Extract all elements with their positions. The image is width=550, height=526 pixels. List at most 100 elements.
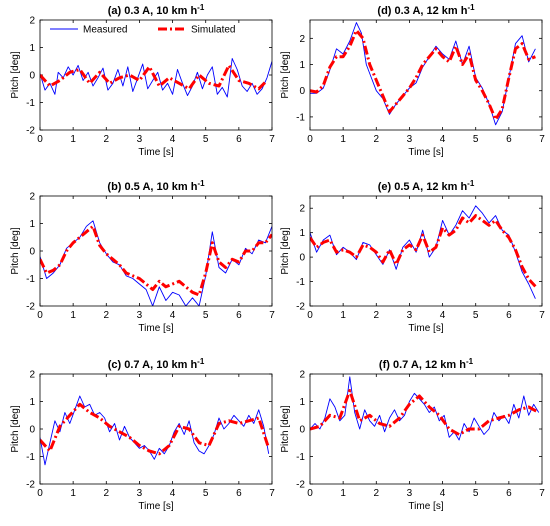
legend-entry-measured: Measured [83, 25, 127, 36]
y-tick-label: 1 [299, 228, 305, 239]
y-tick-label: -2 [296, 302, 305, 313]
x-tick-label: 1 [340, 488, 346, 499]
x-tick-label: 5 [473, 134, 479, 145]
panel-title-superscript: -1 [466, 357, 474, 366]
y-tick-label: -1 [26, 98, 35, 109]
x-tick-label: 1 [70, 134, 76, 145]
x-tick-label: 0 [37, 488, 43, 499]
panel-title-text: (b) 0.5 A, 10 km h [107, 181, 197, 193]
plot-area-frame [39, 195, 273, 307]
x-tick-label: 5 [203, 488, 209, 499]
y-tick-label: 0 [29, 247, 35, 258]
panel-title: (d) 0.3 A, 12 km h-1 [377, 3, 475, 17]
panel-title-text: (e) 0.5 A, 12 km h [378, 181, 468, 193]
x-tick-label: 4 [440, 310, 446, 321]
legend-entry-simulated: Simulated [191, 25, 235, 36]
x-tick-label: 4 [440, 488, 446, 499]
y-axis-label: Pitch [deg] [10, 405, 21, 452]
plot-area-frame [309, 373, 543, 485]
y-tick-label: 0 [299, 86, 305, 97]
panel-title: (b) 0.5 A, 10 km h-1 [107, 179, 205, 193]
x-tick-label: 3 [137, 310, 143, 321]
series-line-measured [40, 395, 270, 466]
x-tick-label: 5 [203, 310, 209, 321]
x-tick-label: 2 [104, 134, 110, 145]
x-tick-label: 2 [104, 310, 110, 321]
x-tick-label: 4 [170, 488, 176, 499]
x-tick-label: 7 [539, 310, 545, 321]
series-line-measured [310, 376, 540, 441]
x-tick-label: 7 [539, 134, 545, 145]
series-group [40, 395, 271, 466]
x-tick-label: 3 [137, 134, 143, 145]
panel-title: (e) 0.5 A, 12 km h-1 [378, 179, 475, 193]
plot-area-frame [39, 373, 273, 485]
x-axis-label: Time [s] [408, 323, 443, 334]
x-tick-label: 3 [407, 310, 413, 321]
x-tick-label: 7 [269, 488, 275, 499]
x-axis-label: Time [s] [138, 147, 173, 158]
x-tick-label: 0 [307, 310, 313, 321]
x-tick-label: 3 [407, 134, 413, 145]
y-tick-label: 0 [299, 253, 305, 264]
chart-panel-6: (f) 0.7 A, 12 km h-10 1 2 3 4 5 6 7-2-1012Time … [280, 357, 545, 512]
y-tick-label: -2 [296, 480, 305, 491]
x-tick-label: 7 [269, 134, 275, 145]
x-tick-label: 5 [473, 488, 479, 499]
y-tick-label: -1 [26, 274, 35, 285]
panel-title-superscript: -1 [197, 179, 205, 188]
x-tick-label: 4 [440, 134, 446, 145]
series-line-measured [40, 220, 272, 306]
y-tick-label: 0 [299, 425, 305, 436]
series-group [310, 376, 540, 441]
x-tick-label: 4 [170, 134, 176, 145]
panel-title-superscript: -1 [467, 3, 475, 12]
panel-title: (c) 0.7 A, 10 km h-1 [108, 357, 205, 371]
y-tick-label: 2 [29, 16, 35, 27]
y-tick-label: 0 [29, 71, 35, 82]
x-tick-label: 0 [307, 134, 313, 145]
plot-area-frame [309, 195, 543, 307]
x-tick-label: 5 [473, 310, 479, 321]
panel-title-superscript: -1 [197, 357, 205, 366]
chart-panel-3: (b) 0.5 A, 10 km h-10 1 2 3 4 5 6 7-2-1012Time … [10, 179, 275, 334]
x-tick-label: 2 [374, 488, 380, 499]
x-tick-label: 6 [506, 134, 512, 145]
y-tick-label: 2 [299, 34, 305, 45]
panel-title-text: (f) 0.7 A, 12 km h [379, 359, 466, 371]
plot-area-frame [309, 19, 543, 131]
x-axis-label: Time [s] [138, 323, 173, 334]
y-tick-label: -2 [26, 302, 35, 313]
x-tick-label: 3 [137, 488, 143, 499]
y-tick-label: 2 [299, 370, 305, 381]
x-tick-label: 4 [170, 310, 176, 321]
x-tick-label: 0 [37, 134, 43, 145]
y-tick-label: 2 [29, 192, 35, 203]
x-tick-label: 1 [70, 310, 76, 321]
x-tick-label: 1 [340, 134, 346, 145]
panel-title-text: (c) 0.7 A, 10 km h [108, 359, 198, 371]
y-axis-label: Pitch [deg] [10, 227, 21, 274]
series-line-simulated [40, 63, 269, 91]
plot-area-frame [39, 19, 273, 131]
y-tick-label: 2 [299, 204, 305, 215]
y-axis-label: Pitch [deg] [10, 51, 21, 98]
series-line-simulated [310, 214, 537, 288]
x-tick-label: 1 [340, 310, 346, 321]
y-tick-label: 1 [299, 60, 305, 71]
series-line-simulated [40, 224, 272, 297]
x-tick-label: 3 [407, 488, 413, 499]
series-line-simulated [310, 29, 536, 121]
x-tick-label: 6 [236, 310, 242, 321]
x-tick-label: 0 [307, 488, 313, 499]
x-axis-label: Time [s] [408, 147, 443, 158]
chart-panel-1: (a) 0.3 A, 10 km h-10 1 2 3 4 5 6 7-2-1012Time … [10, 3, 275, 158]
x-tick-label: 6 [236, 488, 242, 499]
x-tick-label: 1 [70, 488, 76, 499]
x-tick-label: 5 [203, 134, 209, 145]
x-tick-label: 6 [506, 488, 512, 499]
chart-panel-4: (e) 0.5 A, 12 km h-10 1 2 3 4 5 6 7-2-1012Time … [280, 179, 545, 334]
x-tick-label: 6 [506, 310, 512, 321]
y-axis-label: Pitch [deg] [280, 51, 291, 98]
